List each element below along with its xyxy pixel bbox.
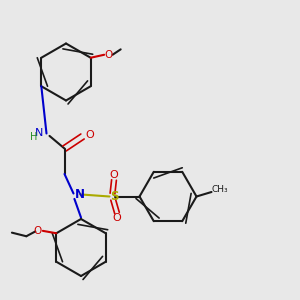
Text: N: N — [75, 188, 85, 202]
Text: O: O — [112, 213, 122, 224]
Text: O: O — [110, 169, 118, 180]
Text: H: H — [30, 132, 38, 142]
Text: S: S — [110, 190, 119, 203]
Text: O: O — [104, 50, 113, 60]
Text: O: O — [85, 130, 94, 140]
Text: O: O — [33, 226, 41, 236]
Text: CH₃: CH₃ — [212, 184, 228, 194]
Text: N: N — [35, 128, 43, 138]
